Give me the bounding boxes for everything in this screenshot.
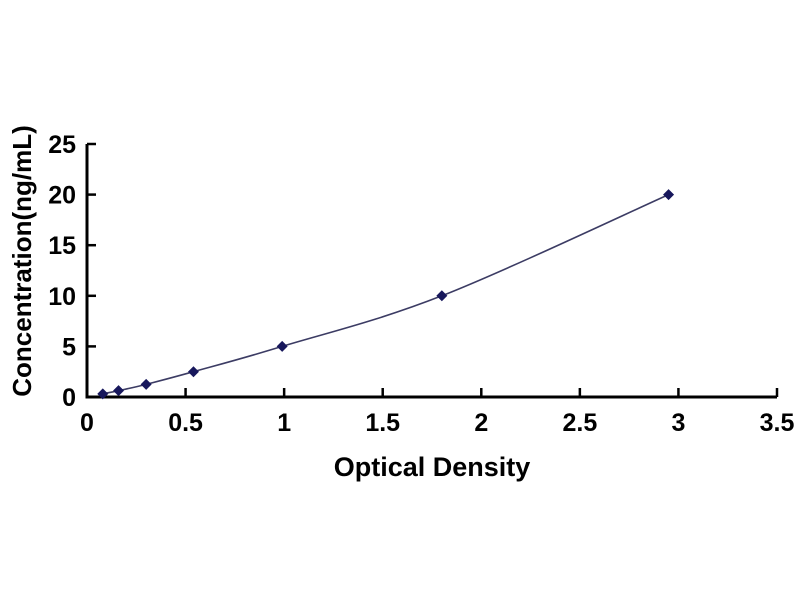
y-tick-label: 5	[62, 333, 76, 361]
axis-ticks	[87, 142, 779, 397]
y-tick-label: 10	[48, 283, 76, 311]
data-point-diamond	[113, 385, 125, 397]
y-axis-title: Concentration(ng/mL)	[7, 125, 37, 397]
x-tick-label: 0	[80, 409, 94, 437]
axes	[85, 144, 777, 399]
data-point-diamond	[97, 388, 109, 400]
data-point-diamond	[276, 340, 288, 352]
x-tick-label: 1	[277, 409, 291, 437]
data-point-diamond	[140, 378, 152, 390]
y-tick-label: 25	[48, 131, 76, 159]
axis-spines	[85, 144, 777, 399]
x-tick-label: 3.5	[760, 409, 795, 437]
y-tick-label: 20	[48, 182, 76, 210]
x-tick-label: 2	[474, 409, 488, 437]
curve-series	[97, 189, 675, 400]
y-tick-label: 15	[48, 232, 76, 260]
x-tick-label: 0.5	[168, 409, 203, 437]
x-tick-label: 1.5	[365, 409, 400, 437]
y-tick-label: 0	[62, 384, 76, 412]
curve-line	[102, 193, 669, 395]
data-point-diamond	[663, 189, 675, 201]
data-point-diamond	[436, 290, 448, 302]
x-tick-label: 3	[671, 409, 685, 437]
axis-tick-labels: 0 0.5 1 1.5 2 2.5 3 3.5 0 5 10 15 20 25	[48, 131, 794, 437]
data-point-diamond	[187, 366, 199, 378]
x-axis-title: Optical Density	[334, 452, 531, 482]
x-tick-label: 2.5	[562, 409, 597, 437]
